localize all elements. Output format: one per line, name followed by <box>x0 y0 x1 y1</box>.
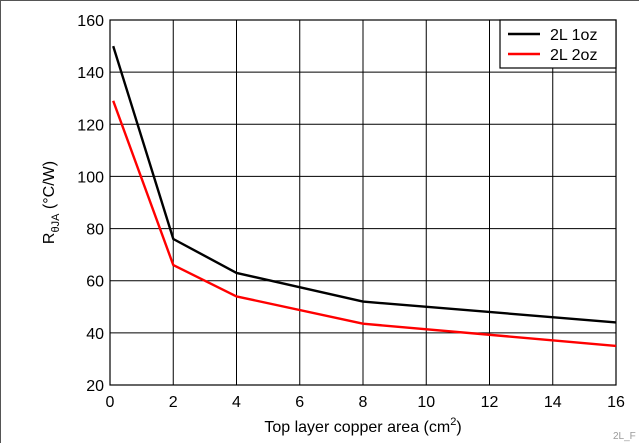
legend-label: 2L 1oz <box>550 27 597 44</box>
x-tick-label: 4 <box>232 394 241 411</box>
x-axis-title: Top layer copper area (cm2) <box>264 416 461 436</box>
y-tick-label: 40 <box>86 326 104 343</box>
x-tick-label: 6 <box>295 394 304 411</box>
y-axis-title: RθJA (°C/W) <box>41 161 62 244</box>
y-tick-label: 160 <box>77 13 104 30</box>
y-tick-label: 80 <box>86 222 104 239</box>
x-tick-labels: 0 2 4 6 8 10 12 14 16 <box>106 394 625 411</box>
figure-id: 2L_F <box>613 431 636 442</box>
y-tick-label: 100 <box>77 169 104 186</box>
y-tick-label: 20 <box>86 378 104 395</box>
legend: 2L 1oz 2L 2oz <box>499 19 617 69</box>
x-tick-label: 0 <box>106 394 115 411</box>
grid-lines <box>109 19 617 386</box>
series-layer <box>112 45 617 348</box>
x-tick-label: 2 <box>169 394 178 411</box>
plot-area <box>109 19 617 386</box>
legend-box <box>499 19 617 69</box>
x-tick-label: 16 <box>607 394 625 411</box>
x-tick-label: 8 <box>359 394 368 411</box>
legend-label: 2L 2oz <box>550 47 597 64</box>
x-tick-label: 10 <box>417 394 435 411</box>
y-tick-label: 60 <box>86 274 104 291</box>
y-tick-labels: 20 40 60 80 100 120 140 160 <box>77 13 104 395</box>
series-line-1 <box>112 45 617 324</box>
y-tick-label: 140 <box>77 65 104 82</box>
x-tick-label: 12 <box>481 394 499 411</box>
y-tick-label: 120 <box>77 117 104 134</box>
series-line-2 <box>112 100 617 348</box>
x-tick-label: 14 <box>544 394 562 411</box>
